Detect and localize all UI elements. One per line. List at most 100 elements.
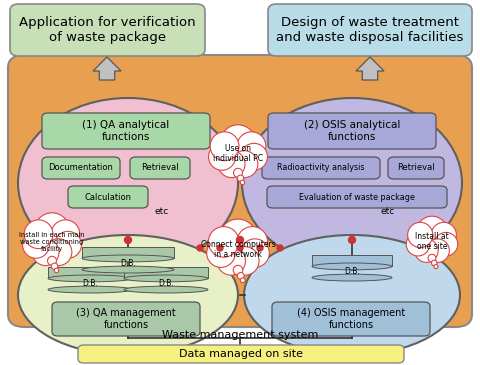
Bar xyxy=(82,247,174,258)
FancyBboxPatch shape xyxy=(267,186,447,208)
Ellipse shape xyxy=(237,175,244,181)
Ellipse shape xyxy=(237,227,267,257)
FancyBboxPatch shape xyxy=(130,157,190,179)
Ellipse shape xyxy=(24,220,53,249)
Ellipse shape xyxy=(432,260,437,266)
Ellipse shape xyxy=(426,239,449,262)
Ellipse shape xyxy=(231,151,258,178)
Ellipse shape xyxy=(51,220,80,249)
Text: D.B.: D.B. xyxy=(344,268,360,277)
Ellipse shape xyxy=(348,237,356,243)
Ellipse shape xyxy=(208,143,235,170)
Ellipse shape xyxy=(428,254,436,262)
Text: Waste management system: Waste management system xyxy=(162,330,318,340)
FancyBboxPatch shape xyxy=(272,302,430,336)
FancyBboxPatch shape xyxy=(268,113,436,149)
Ellipse shape xyxy=(312,274,392,281)
Polygon shape xyxy=(356,57,384,80)
Ellipse shape xyxy=(207,239,235,268)
Ellipse shape xyxy=(257,245,263,251)
Ellipse shape xyxy=(18,235,238,355)
Text: Calculation: Calculation xyxy=(84,192,132,201)
FancyBboxPatch shape xyxy=(52,302,200,336)
FancyBboxPatch shape xyxy=(262,157,380,179)
Ellipse shape xyxy=(48,275,132,282)
Text: Application for verification
of waste package: Application for verification of waste pa… xyxy=(19,16,196,44)
Text: Install at
one site: Install at one site xyxy=(415,232,449,251)
Ellipse shape xyxy=(240,143,267,170)
Text: Retrieval: Retrieval xyxy=(141,164,179,173)
Ellipse shape xyxy=(55,231,82,258)
Polygon shape xyxy=(93,57,121,80)
Text: etc: etc xyxy=(381,207,395,216)
Ellipse shape xyxy=(48,286,132,293)
Text: (3) QA management
functions: (3) QA management functions xyxy=(76,308,176,330)
Text: D.B.: D.B. xyxy=(82,280,98,288)
Ellipse shape xyxy=(82,266,174,273)
Ellipse shape xyxy=(217,245,223,251)
Ellipse shape xyxy=(237,132,266,161)
Ellipse shape xyxy=(32,239,59,266)
Ellipse shape xyxy=(237,273,244,279)
Text: (2) OSIS analytical
functions: (2) OSIS analytical functions xyxy=(304,120,400,142)
Ellipse shape xyxy=(208,227,239,257)
Ellipse shape xyxy=(218,151,245,178)
Ellipse shape xyxy=(417,216,447,247)
Ellipse shape xyxy=(237,237,243,243)
Ellipse shape xyxy=(48,256,57,265)
Ellipse shape xyxy=(18,98,238,268)
Ellipse shape xyxy=(277,245,283,251)
Ellipse shape xyxy=(244,235,460,355)
Ellipse shape xyxy=(210,132,239,161)
Text: D.B.: D.B. xyxy=(120,260,136,269)
Ellipse shape xyxy=(312,263,392,270)
Text: Radioactivity analysis: Radioactivity analysis xyxy=(277,164,365,173)
Ellipse shape xyxy=(124,275,208,282)
Ellipse shape xyxy=(219,219,257,257)
Text: Data managed on site: Data managed on site xyxy=(179,349,303,359)
Ellipse shape xyxy=(240,278,245,283)
Ellipse shape xyxy=(35,213,70,248)
Ellipse shape xyxy=(434,265,438,269)
Text: Retrieval: Retrieval xyxy=(397,164,435,173)
Ellipse shape xyxy=(217,247,245,275)
Ellipse shape xyxy=(237,245,243,251)
Ellipse shape xyxy=(233,168,242,177)
Text: Install in each main
waste conditioning
facility: Install in each main waste conditioning … xyxy=(19,232,85,251)
FancyBboxPatch shape xyxy=(78,345,404,363)
Ellipse shape xyxy=(431,222,456,247)
FancyBboxPatch shape xyxy=(10,4,205,56)
Ellipse shape xyxy=(23,231,49,258)
FancyBboxPatch shape xyxy=(268,4,472,56)
Ellipse shape xyxy=(233,265,243,275)
Ellipse shape xyxy=(124,286,208,293)
Ellipse shape xyxy=(124,237,132,243)
Ellipse shape xyxy=(240,239,269,268)
Text: etc: etc xyxy=(155,207,169,216)
Text: Design of waste treatment
and waste disposal facilities: Design of waste treatment and waste disp… xyxy=(276,16,464,44)
Ellipse shape xyxy=(54,268,59,273)
FancyBboxPatch shape xyxy=(42,113,210,149)
Bar xyxy=(124,267,208,278)
FancyBboxPatch shape xyxy=(388,157,444,179)
Ellipse shape xyxy=(220,125,255,160)
Ellipse shape xyxy=(406,233,430,256)
Ellipse shape xyxy=(45,239,72,266)
Ellipse shape xyxy=(408,222,433,247)
Ellipse shape xyxy=(240,180,245,185)
Ellipse shape xyxy=(197,245,203,251)
Ellipse shape xyxy=(242,98,462,268)
Bar xyxy=(48,267,132,278)
Text: D.B.: D.B. xyxy=(158,280,174,288)
Ellipse shape xyxy=(51,263,58,269)
Text: Use on
individual PC: Use on individual PC xyxy=(213,144,263,163)
FancyBboxPatch shape xyxy=(42,157,120,179)
FancyBboxPatch shape xyxy=(68,186,148,208)
Bar xyxy=(312,255,392,266)
Text: Connect computers
in a network: Connect computers in a network xyxy=(201,240,276,260)
FancyBboxPatch shape xyxy=(8,55,472,327)
Text: (1) QA analytical
functions: (1) QA analytical functions xyxy=(83,120,169,142)
Text: (4) OSIS management
functions: (4) OSIS management functions xyxy=(297,308,405,330)
Ellipse shape xyxy=(82,255,174,262)
Text: Evaluation of waste package: Evaluation of waste package xyxy=(299,192,415,201)
